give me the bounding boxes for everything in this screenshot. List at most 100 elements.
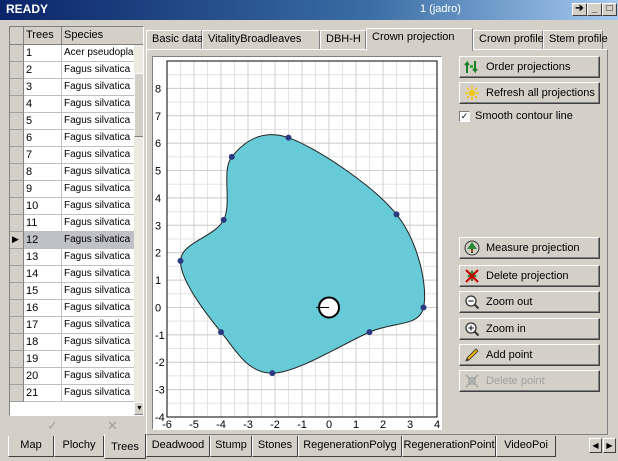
tab-trees[interactable]: Trees (104, 434, 146, 459)
table-row[interactable]: 19 Fagus silvatica (10, 351, 143, 368)
tab-map[interactable]: Map (8, 436, 54, 457)
table-row[interactable]: ▶ 12 Fagus silvatica (10, 232, 143, 249)
row-indicator[interactable] (10, 181, 24, 198)
minimize-button[interactable]: _ (587, 3, 602, 16)
species-cell[interactable]: Fagus silvatica (62, 351, 134, 368)
order-projections-button[interactable]: Order projections (459, 56, 600, 78)
tabs-scroll-right[interactable]: ▶ (603, 438, 616, 453)
species-cell[interactable]: Fagus silvatica (62, 79, 134, 96)
tree-number-cell[interactable]: 16 (24, 300, 62, 317)
species-cell[interactable]: Fagus silvatica (62, 147, 134, 164)
table-row[interactable]: 17 Fagus silvatica (10, 317, 143, 334)
delete-point-button[interactable]: Delete point (459, 370, 600, 392)
tree-number-cell[interactable]: 14 (24, 266, 62, 283)
trees-grid[interactable]: Trees Species 1 Acer pseudopla 2 Fagus silv… (9, 26, 144, 416)
row-indicator[interactable] (10, 266, 24, 283)
tab-dbh-h[interactable]: DBH-H (320, 30, 366, 50)
row-indicator[interactable] (10, 249, 24, 266)
tree-number-cell[interactable]: 3 (24, 79, 62, 96)
tree-number-cell[interactable]: 7 (24, 147, 62, 164)
dock-button[interactable]: ➔ (572, 3, 587, 16)
checkbox-box[interactable]: ✓ (459, 111, 470, 122)
row-indicator[interactable] (10, 45, 24, 62)
row-indicator[interactable] (10, 113, 24, 130)
row-indicator[interactable] (10, 334, 24, 351)
tree-number-cell[interactable]: 2 (24, 62, 62, 79)
species-cell[interactable]: Fagus silvatica (62, 249, 134, 266)
table-row[interactable]: 13 Fagus silvatica (10, 249, 143, 266)
tree-number-cell[interactable]: 11 (24, 215, 62, 232)
tree-number-cell[interactable]: 6 (24, 130, 62, 147)
header-species[interactable]: Species (62, 27, 143, 45)
tree-number-cell[interactable]: 4 (24, 96, 62, 113)
row-indicator[interactable] (10, 385, 24, 402)
species-cell[interactable]: Fagus silvatica (62, 130, 134, 147)
chart-svg[interactable]: -6 -5 -4 -3 -2 -1 0 1 2 3 4 8 7 6 5 4 3 2 1 0 -1 -2 -3 -4 (153, 57, 441, 431)
tab-deadwood[interactable]: Deadwood (146, 436, 210, 457)
crown-projection-chart[interactable]: -6 -5 -4 -3 -2 -1 0 1 2 3 4 8 7 6 5 4 3 2 1 0 -1 -2 -3 -4 (152, 56, 442, 431)
table-row[interactable]: 14 Fagus silvatica (10, 266, 143, 283)
row-indicator[interactable] (10, 164, 24, 181)
zoom-out-button[interactable]: Zoom out (459, 291, 600, 313)
measure-projection-button[interactable]: Measure projection (459, 237, 600, 259)
row-indicator[interactable] (10, 215, 24, 232)
row-indicator[interactable] (10, 79, 24, 96)
tree-number-cell[interactable]: 8 (24, 164, 62, 181)
tree-number-cell[interactable]: 10 (24, 198, 62, 215)
tabs-scroll-left[interactable]: ◀ (589, 438, 602, 453)
species-cell[interactable]: Fagus silvatica (62, 198, 134, 215)
table-row[interactable]: 7 Fagus silvatica (10, 147, 143, 164)
tree-number-cell[interactable]: 15 (24, 283, 62, 300)
zoom-in-button[interactable]: Zoom in (459, 318, 600, 340)
tree-number-cell[interactable]: 1 (24, 45, 62, 62)
species-cell[interactable]: Fagus silvatica (62, 283, 134, 300)
table-row[interactable]: 6 Fagus silvatica (10, 130, 143, 147)
tab-regenerationpolyg[interactable]: RegenerationPolyg (298, 436, 402, 457)
species-cell[interactable]: Fagus silvatica (62, 232, 134, 249)
table-row[interactable]: 4 Fagus silvatica (10, 96, 143, 113)
table-row[interactable]: 11 Fagus silvatica (10, 215, 143, 232)
row-indicator[interactable] (10, 283, 24, 300)
tree-number-cell[interactable]: 21 (24, 385, 62, 402)
row-indicator[interactable] (10, 147, 24, 164)
tab-stump[interactable]: Stump (210, 436, 252, 457)
table-row[interactable]: 9 Fagus silvatica (10, 181, 143, 198)
row-indicator[interactable] (10, 96, 24, 113)
tab-crown-profile[interactable]: Crown profile (473, 30, 544, 50)
tab-basic-data[interactable]: Basic data (146, 30, 203, 50)
tab-regenerationpoint[interactable]: RegenerationPoint (402, 436, 496, 457)
row-indicator[interactable] (10, 351, 24, 368)
table-row[interactable]: 16 Fagus silvatica (10, 300, 143, 317)
tree-number-cell[interactable]: 12 (24, 232, 62, 249)
table-row[interactable]: 8 Fagus silvatica (10, 164, 143, 181)
row-indicator[interactable] (10, 198, 24, 215)
table-row[interactable]: 20 Fagus silvatica (10, 368, 143, 385)
row-indicator[interactable] (10, 62, 24, 79)
close-button[interactable]: □ (602, 3, 617, 16)
row-indicator[interactable] (10, 130, 24, 147)
table-row[interactable]: 15 Fagus silvatica (10, 283, 143, 300)
row-indicator[interactable] (10, 300, 24, 317)
tree-number-cell[interactable]: 19 (24, 351, 62, 368)
tab-crown-projection[interactable]: Crown projection (366, 28, 473, 51)
scroll-thumb[interactable] (134, 73, 143, 137)
table-row[interactable]: 1 Acer pseudopla (10, 45, 143, 62)
row-indicator[interactable]: ▶ (10, 232, 24, 249)
scroll-down-arrow[interactable]: ▼ (134, 402, 143, 415)
add-point-button[interactable]: Add point (459, 344, 600, 366)
species-cell[interactable]: Acer pseudopla (62, 45, 134, 62)
grid-scrollbar[interactable]: ▼ (134, 45, 143, 415)
row-indicator[interactable] (10, 368, 24, 385)
delete-projection-button[interactable]: Delete projection (459, 265, 600, 287)
table-row[interactable]: 10 Fagus silvatica (10, 198, 143, 215)
table-row[interactable]: 3 Fagus silvatica (10, 79, 143, 96)
species-cell[interactable]: Fagus silvatica (62, 181, 134, 198)
refresh-projections-button[interactable]: Refresh all projections (459, 82, 600, 104)
tab-plochy[interactable]: Plochy (54, 436, 104, 457)
table-row[interactable]: 21 Fagus silvatica (10, 385, 143, 402)
species-cell[interactable]: Fagus silvatica (62, 368, 134, 385)
tab-vitalitybroadleaves[interactable]: VitalityBroadleaves (202, 30, 320, 50)
header-trees[interactable]: Trees (24, 27, 62, 45)
tab-videopoi[interactable]: VideoPoi (496, 436, 556, 457)
species-cell[interactable]: Fagus silvatica (62, 300, 134, 317)
